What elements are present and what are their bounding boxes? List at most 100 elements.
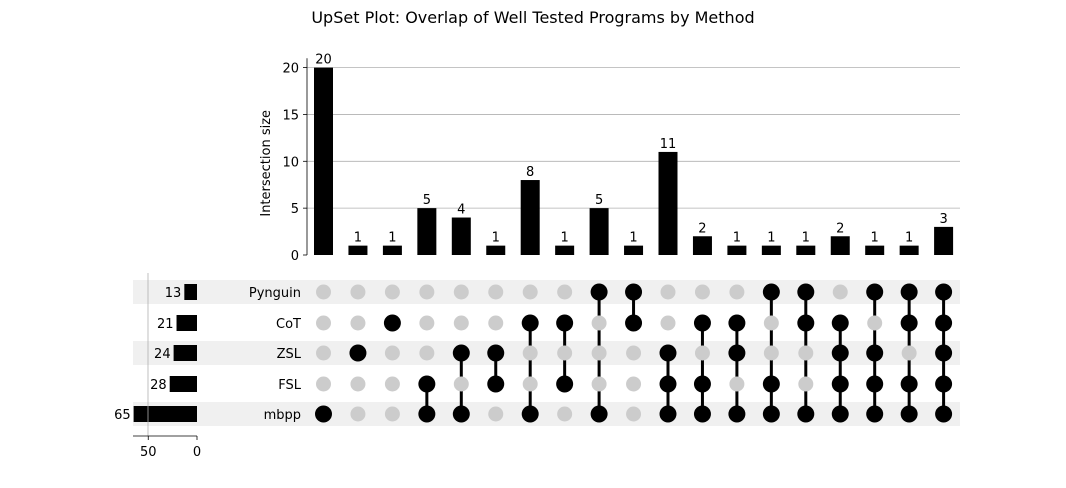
bar-value-label: 1 bbox=[733, 231, 741, 246]
inactive-dot bbox=[557, 345, 573, 361]
active-dot bbox=[659, 405, 677, 423]
active-dot bbox=[900, 375, 918, 393]
bar-value-label: 1 bbox=[492, 231, 500, 246]
bar-value-label: 1 bbox=[767, 231, 775, 246]
bar-value-label: 1 bbox=[388, 231, 396, 246]
bar-value-label: 3 bbox=[939, 212, 947, 227]
bar-value-label: 2 bbox=[698, 221, 706, 236]
active-dot bbox=[590, 283, 608, 301]
active-dot bbox=[866, 375, 884, 393]
bar-value-label: 5 bbox=[595, 193, 603, 208]
inactive-dot bbox=[384, 406, 400, 422]
active-dot bbox=[349, 344, 367, 362]
inactive-dot bbox=[316, 376, 331, 392]
bar-value-label: 1 bbox=[561, 231, 569, 246]
bar-value-label: 1 bbox=[905, 231, 913, 246]
inactive-dot bbox=[591, 376, 607, 392]
inactive-dot bbox=[384, 345, 400, 361]
intersection-bar bbox=[692, 236, 712, 255]
bar-value-label: 5 bbox=[423, 193, 431, 208]
inactive-dot bbox=[453, 376, 469, 392]
matrix-row-stripes bbox=[133, 280, 960, 426]
intersection-bar bbox=[486, 245, 506, 255]
row-stripe bbox=[133, 280, 960, 304]
active-dot bbox=[900, 405, 918, 423]
active-dot bbox=[418, 405, 436, 423]
inactive-dot bbox=[488, 284, 504, 300]
intersection-bar bbox=[865, 245, 885, 255]
active-dot bbox=[383, 314, 401, 332]
intersection-bar bbox=[830, 236, 850, 255]
inactive-dot bbox=[522, 376, 538, 392]
intersection-bar bbox=[761, 245, 781, 255]
inactive-dot bbox=[626, 376, 642, 392]
inactive-dot bbox=[522, 284, 538, 300]
inactive-dot bbox=[694, 345, 710, 361]
bar-value-label: 1 bbox=[802, 231, 810, 246]
row-stripe bbox=[133, 402, 960, 426]
inactive-dot bbox=[488, 315, 504, 331]
active-dot bbox=[521, 314, 539, 332]
active-dot bbox=[762, 405, 780, 423]
bar-value-label: 11 bbox=[660, 137, 677, 152]
inactive-dot bbox=[453, 315, 469, 331]
active-dot bbox=[452, 344, 470, 362]
inactive-dot bbox=[316, 315, 331, 331]
bar-value-label: 8 bbox=[526, 165, 534, 180]
intersection-bar bbox=[382, 245, 402, 255]
active-dot bbox=[728, 314, 746, 332]
set-size-bar bbox=[184, 284, 197, 300]
active-dot bbox=[521, 405, 539, 423]
y-tick-label: 5 bbox=[291, 202, 299, 217]
inactive-dot bbox=[798, 376, 814, 392]
inactive-dot bbox=[626, 406, 642, 422]
inactive-dot bbox=[729, 376, 745, 392]
active-dot bbox=[762, 283, 780, 301]
active-dot bbox=[831, 375, 849, 393]
set-label: Pynguin bbox=[249, 286, 301, 301]
active-dot bbox=[452, 405, 470, 423]
set-label: ZSL bbox=[277, 347, 302, 362]
active-dot bbox=[728, 405, 746, 423]
bar-value-label: 1 bbox=[354, 231, 362, 246]
active-dot bbox=[693, 405, 711, 423]
active-dot bbox=[935, 314, 953, 332]
inactive-dot bbox=[626, 345, 642, 361]
intersection-bar bbox=[796, 245, 816, 255]
set-size-bars: 13 21 24 28 65 50 0 bbox=[114, 273, 201, 460]
active-dot bbox=[556, 375, 574, 393]
bar-value-label: 4 bbox=[457, 203, 465, 218]
active-dot bbox=[762, 375, 780, 393]
active-dot bbox=[935, 283, 953, 301]
set-size-label: 28 bbox=[150, 378, 167, 393]
active-dot bbox=[659, 344, 677, 362]
row-stripe bbox=[133, 341, 960, 365]
active-dot bbox=[693, 314, 711, 332]
inactive-dot bbox=[867, 315, 883, 331]
intersection-bar bbox=[555, 245, 575, 255]
active-dot bbox=[900, 314, 918, 332]
inactive-dot bbox=[488, 406, 504, 422]
active-dot bbox=[935, 405, 953, 423]
y-tick-label: 0 bbox=[291, 249, 299, 264]
inactive-dot bbox=[316, 345, 331, 361]
inactive-dot bbox=[419, 345, 435, 361]
y-tick-label: 20 bbox=[282, 62, 299, 77]
intersection-bar bbox=[658, 151, 678, 255]
inactive-dot bbox=[798, 345, 814, 361]
set-size-bar bbox=[173, 345, 197, 361]
active-dot bbox=[728, 344, 746, 362]
active-dot bbox=[935, 375, 953, 393]
intersection-bar bbox=[314, 67, 333, 255]
set-label: mbpp bbox=[264, 408, 301, 423]
active-dot bbox=[418, 375, 436, 393]
inactive-dot bbox=[350, 315, 366, 331]
active-dot bbox=[797, 283, 815, 301]
intersection-bar bbox=[589, 208, 609, 255]
active-dot bbox=[831, 344, 849, 362]
set-label: CoT bbox=[276, 317, 301, 332]
set-size-label: 65 bbox=[114, 408, 131, 423]
active-dot bbox=[866, 405, 884, 423]
active-dot bbox=[935, 344, 953, 362]
inactive-dot bbox=[350, 376, 366, 392]
